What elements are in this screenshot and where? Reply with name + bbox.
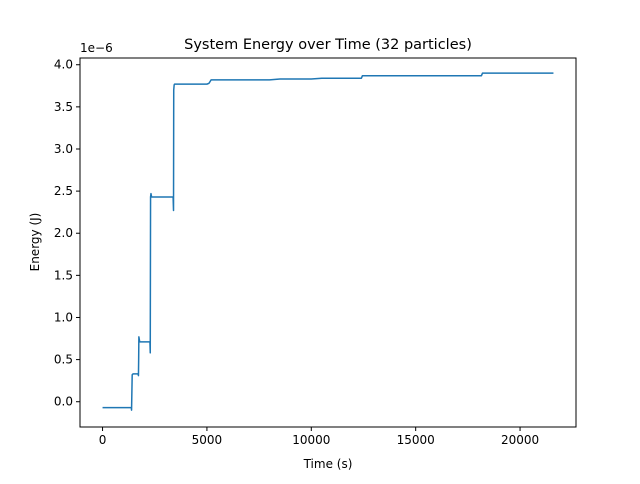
y-axis-offset-label: 1e−6: [80, 41, 113, 55]
x-tick-label: 20000: [501, 433, 539, 447]
y-tick-label: 3.0: [54, 142, 73, 156]
x-tick-label: 10000: [292, 433, 330, 447]
x-tick-label: 5000: [192, 433, 223, 447]
x-tick-label: 15000: [397, 433, 435, 447]
y-tick-label: 1.5: [54, 268, 73, 282]
y-tick-label: 0.5: [54, 353, 73, 367]
x-axis-ticks: 0 5000 10000 15000 20000: [99, 427, 539, 447]
x-axis-label: Time (s): [303, 457, 353, 471]
y-axis-label: Energy (J): [28, 213, 42, 272]
y-tick-label: 2.5: [54, 184, 73, 198]
y-tick-label: 1.0: [54, 310, 73, 324]
chart-title: System Energy over Time (32 particles): [184, 37, 472, 53]
plot-area: [79, 57, 577, 428]
x-tick-label: 0: [99, 433, 107, 447]
energy-series-line: [102, 72, 554, 411]
y-tick-label: 4.0: [54, 58, 73, 72]
y-tick-label: 0.0: [54, 395, 73, 409]
y-axis-ticks: 0.0 0.5 1.0 1.5 2.0 2.5 3.0 3.5 4.0: [54, 58, 80, 409]
axes-frame: [79, 57, 577, 428]
y-tick-label: 3.5: [54, 100, 73, 114]
y-tick-label: 2.0: [54, 226, 73, 240]
